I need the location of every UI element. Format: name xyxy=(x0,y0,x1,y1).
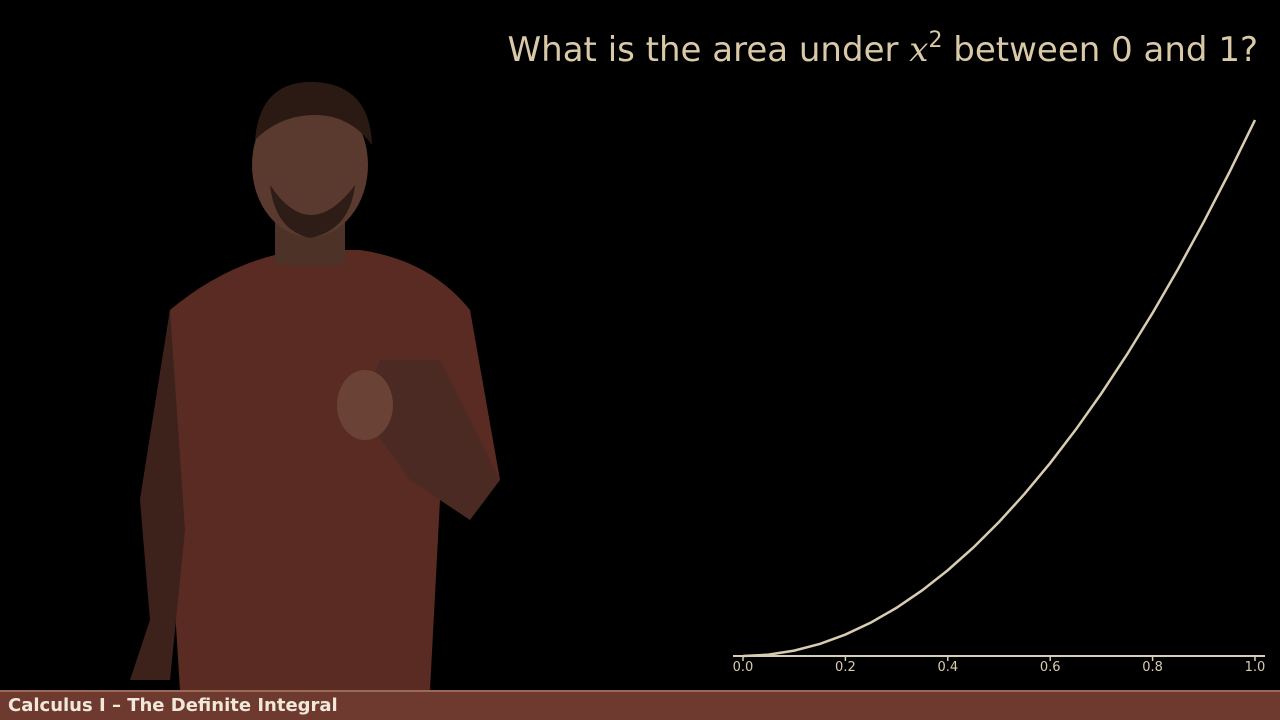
title-variable: x xyxy=(909,30,929,70)
x-tick-label: 0.0 xyxy=(733,660,754,675)
presenter-figure xyxy=(130,81,500,690)
presenter-hand xyxy=(337,370,393,440)
x-tick-label: 0.2 xyxy=(835,660,856,675)
title-exponent: 2 xyxy=(928,28,943,53)
x-tick-label: 0.8 xyxy=(1142,660,1163,675)
x-tick-label: 0.4 xyxy=(937,660,958,675)
title-prefix: What is the area under xyxy=(507,30,910,70)
presenter-right-arm xyxy=(360,360,500,520)
x-squared-curve xyxy=(742,119,1257,658)
course-footer-bar: Calculus I – The Definite Integral xyxy=(0,690,1280,720)
x-tick-label: 1.0 xyxy=(1245,660,1266,675)
title-suffix: between 0 and 1? xyxy=(942,30,1258,70)
x-tick-label: 0.6 xyxy=(1040,660,1061,675)
presenter-hair xyxy=(255,81,372,145)
presenter-left-arm xyxy=(130,310,185,680)
course-title: Calculus I – The Definite Integral xyxy=(8,695,338,716)
slide-title: What is the area under x2 between 0 and … xyxy=(508,28,1258,70)
presenter-beard xyxy=(270,185,355,238)
